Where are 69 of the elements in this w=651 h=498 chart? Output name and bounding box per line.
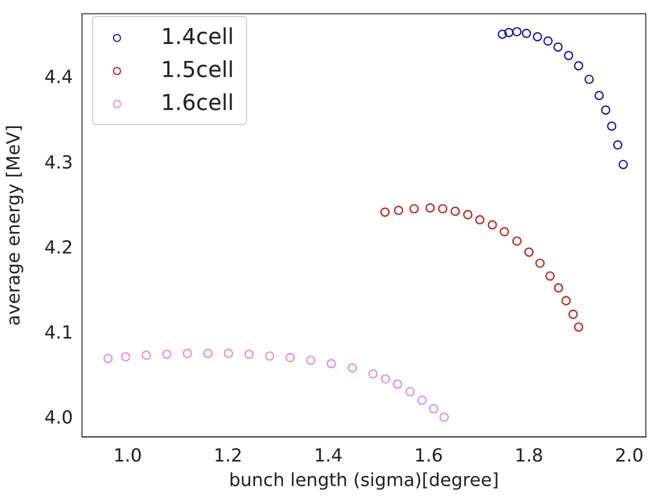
point bbox=[405, 387, 415, 396]
point bbox=[121, 352, 130, 362]
point bbox=[553, 42, 563, 52]
point bbox=[380, 374, 390, 384]
point bbox=[561, 296, 571, 306]
x-tick-label: 1.6 bbox=[414, 445, 443, 466]
point bbox=[574, 322, 584, 332]
point bbox=[554, 283, 564, 292]
point bbox=[512, 27, 522, 36]
point bbox=[618, 160, 628, 170]
legend-label: 1.5cell bbox=[161, 58, 234, 83]
point bbox=[594, 90, 604, 100]
point bbox=[326, 359, 336, 368]
point bbox=[463, 210, 472, 220]
point bbox=[440, 412, 449, 422]
point bbox=[564, 50, 574, 60]
point bbox=[532, 32, 542, 42]
point bbox=[607, 122, 616, 131]
point bbox=[286, 353, 295, 362]
point bbox=[417, 396, 427, 405]
x-axis-title: bunch length (sigma)[degree] bbox=[228, 470, 499, 491]
point bbox=[524, 248, 534, 257]
y-tick-label: 4.3 bbox=[44, 152, 73, 174]
point bbox=[568, 310, 578, 319]
point bbox=[438, 204, 448, 214]
point bbox=[498, 30, 507, 39]
point bbox=[348, 363, 357, 372]
y-axis-title: average energy [MeV] bbox=[3, 124, 24, 326]
point bbox=[475, 215, 484, 224]
point bbox=[543, 36, 553, 46]
point bbox=[545, 271, 555, 281]
point bbox=[182, 348, 192, 358]
point bbox=[574, 61, 584, 70]
point bbox=[512, 236, 522, 246]
point bbox=[613, 140, 622, 150]
point bbox=[426, 203, 435, 212]
point bbox=[522, 28, 532, 38]
point bbox=[306, 356, 316, 365]
y-tick-label: 4.1 bbox=[44, 322, 73, 344]
point bbox=[601, 105, 610, 115]
point bbox=[488, 220, 497, 230]
x-tick-label: 1.8 bbox=[514, 445, 544, 466]
point bbox=[103, 354, 113, 364]
x-tick-label: 2.0 bbox=[614, 445, 644, 466]
y-tick-label: 4.4 bbox=[44, 67, 73, 88]
point bbox=[429, 404, 438, 414]
point bbox=[450, 206, 460, 216]
point bbox=[504, 28, 514, 38]
point bbox=[368, 369, 378, 378]
point bbox=[224, 348, 234, 358]
legend-label: 1.4cell bbox=[161, 25, 234, 50]
point bbox=[394, 206, 404, 216]
x-tick-label: 1.2 bbox=[214, 445, 242, 466]
point bbox=[380, 208, 390, 217]
point bbox=[244, 350, 254, 359]
point bbox=[392, 379, 402, 389]
point bbox=[584, 74, 594, 84]
y-tick-label: 4.0 bbox=[44, 408, 73, 429]
x-tick-label: 1.4 bbox=[314, 445, 343, 466]
point bbox=[265, 351, 274, 361]
point bbox=[409, 204, 419, 214]
point bbox=[203, 348, 212, 358]
point bbox=[500, 227, 509, 236]
point bbox=[142, 350, 151, 360]
point bbox=[535, 258, 545, 268]
point bbox=[162, 350, 172, 359]
y-tick-label: 4.2 bbox=[44, 237, 73, 258]
legend-label: 1.6cell bbox=[161, 91, 234, 116]
x-tick-label: 1.0 bbox=[113, 445, 142, 466]
